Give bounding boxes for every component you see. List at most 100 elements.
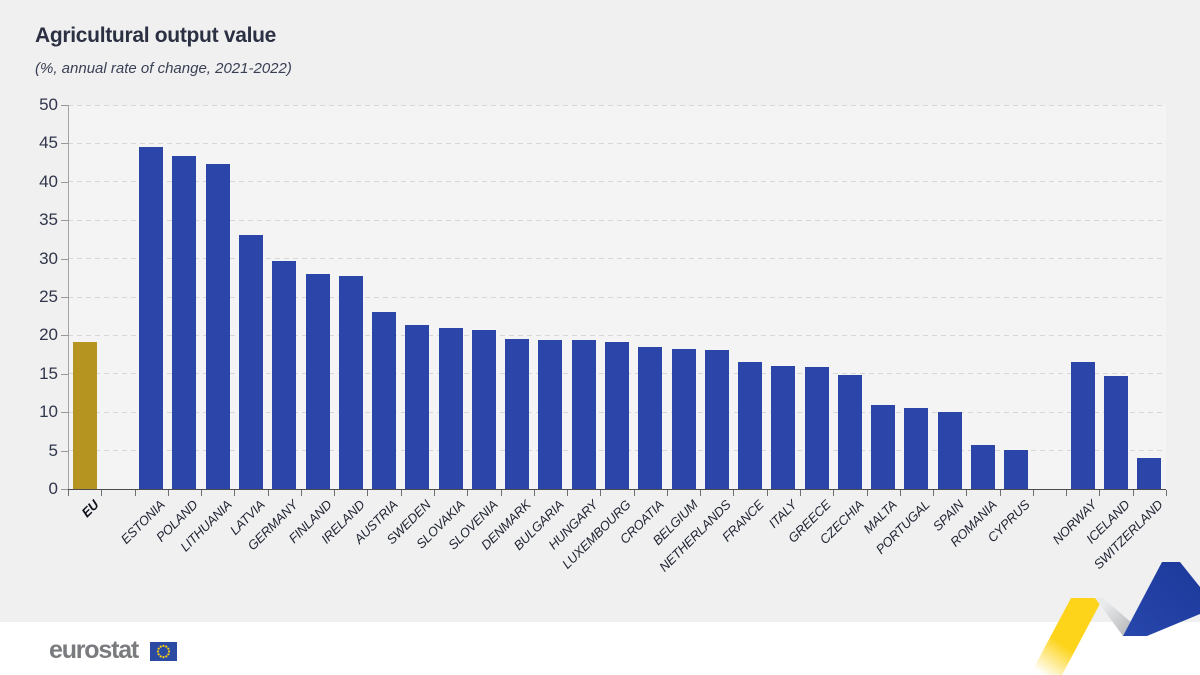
y-axis-line: [68, 105, 69, 490]
y-axis-tick: [61, 489, 68, 490]
bar-hungary: [571, 340, 596, 489]
y-axis-tick-label: 50: [39, 95, 58, 114]
x-axis-tick: [966, 490, 968, 496]
y-axis-tick: [61, 105, 68, 106]
bar-slovakia: [438, 328, 463, 489]
bar-italy: [771, 366, 796, 489]
y-axis-tick: [61, 373, 68, 375]
y-axis-tick: [61, 412, 68, 414]
bar-denmark: [505, 339, 530, 489]
x-axis-tick: [700, 490, 702, 496]
bar-switzerland: [1137, 458, 1162, 489]
x-axis-tick: [334, 490, 336, 496]
x-axis-tick: [533, 490, 535, 496]
x-axis-tick: [733, 490, 735, 496]
x-axis-tick: [1132, 490, 1134, 496]
y-axis-tick-label: 5: [48, 440, 58, 460]
x-axis-tick: [167, 490, 169, 496]
bar-estonia: [139, 147, 164, 489]
eu-flag-icon: [149, 642, 177, 661]
y-axis-tick-label: 30: [39, 248, 58, 268]
bar-czechia: [837, 375, 862, 489]
x-axis-tick: [1166, 490, 1167, 496]
x-axis-tick: [600, 490, 602, 496]
x-axis-tick: [633, 490, 635, 496]
y-axis-tick-label: 40: [39, 171, 58, 191]
x-axis-tick: [800, 490, 801, 496]
gridline: [68, 181, 1166, 183]
y-axis-tick: [61, 258, 68, 260]
y-axis-tick: [61, 450, 68, 452]
bar-ireland: [338, 276, 363, 489]
y-axis-tick: [61, 181, 68, 183]
bar-norway: [1070, 362, 1095, 489]
page-title: Agricultural output value: [35, 24, 277, 47]
gridline: [68, 334, 1166, 336]
y-axis-tick-label: 35: [39, 210, 58, 230]
y-axis-tick: [61, 335, 68, 337]
gridline: [68, 258, 1166, 260]
y-axis-tick-label: 0: [48, 479, 58, 498]
x-axis-tick: [766, 490, 768, 496]
ribbon-blue-band: [1123, 562, 1200, 636]
gridline: [68, 104, 1166, 106]
bar-malta: [871, 405, 896, 489]
bar-belgium: [671, 349, 696, 489]
ribbon-decoration: [1030, 562, 1200, 675]
gridline: [68, 296, 1166, 298]
x-axis-tick: [666, 490, 668, 496]
bar-iceland: [1104, 376, 1129, 489]
x-axis-tick: [899, 490, 901, 496]
bar-slovenia: [471, 330, 496, 489]
x-axis-tick: [434, 490, 435, 496]
x-axis-tick: [467, 490, 469, 496]
x-axis-tick: [933, 490, 935, 496]
bar-eu: [72, 342, 97, 489]
bar-sweden: [405, 325, 430, 489]
bar-cyprus: [1004, 450, 1029, 489]
bar-netherlands: [704, 350, 729, 489]
x-axis-tick: [1099, 490, 1101, 496]
x-axis-tick: [234, 490, 236, 496]
bar-bulgaria: [538, 340, 563, 489]
bar-austria: [372, 312, 397, 489]
y-axis-tick-label: 10: [39, 402, 58, 422]
bar-greece: [804, 367, 829, 489]
bar-finland: [305, 274, 330, 489]
x-axis-tick: [201, 490, 203, 496]
ribbon-yellow-band: [1030, 598, 1103, 675]
x-axis-tick: [1066, 490, 1068, 496]
x-axis-tick: [101, 490, 103, 496]
x-axis-tick: [400, 490, 402, 496]
y-axis-tick-label: 25: [39, 287, 58, 306]
bar-poland: [172, 156, 197, 489]
bar-luxembourg: [605, 342, 629, 489]
bar-romania: [971, 445, 995, 489]
y-axis-tick-label: 15: [39, 363, 58, 383]
y-axis-tick-label: 20: [39, 325, 58, 345]
x-axis-tick: [300, 490, 302, 496]
x-axis-line: [68, 489, 1166, 490]
page-subtitle: (%, annual rate of change, 2021-2022): [35, 60, 292, 77]
eurostat-logo-text: eurostat: [49, 636, 139, 664]
x-axis-tick: [367, 490, 369, 496]
y-axis-tick: [61, 143, 68, 145]
x-axis-tick: [833, 490, 835, 496]
x-axis-tick: [500, 490, 502, 496]
bar-france: [738, 362, 763, 489]
bar-lithuania: [205, 164, 230, 489]
x-axis-tick: [999, 490, 1001, 496]
y-axis-tick: [61, 297, 68, 298]
eurostat-logo: eurostat: [49, 636, 177, 666]
gridline: [68, 142, 1166, 144]
bar-spain: [937, 412, 962, 489]
x-axis-tick: [134, 490, 136, 496]
x-axis-tick: [1032, 490, 1034, 496]
y-axis-tick-label: 45: [39, 133, 58, 153]
gridline: [68, 219, 1166, 221]
x-axis-tick: [267, 490, 269, 496]
y-axis-tick: [61, 220, 68, 222]
x-axis-tick: [866, 490, 868, 496]
bar-portugal: [904, 408, 929, 489]
